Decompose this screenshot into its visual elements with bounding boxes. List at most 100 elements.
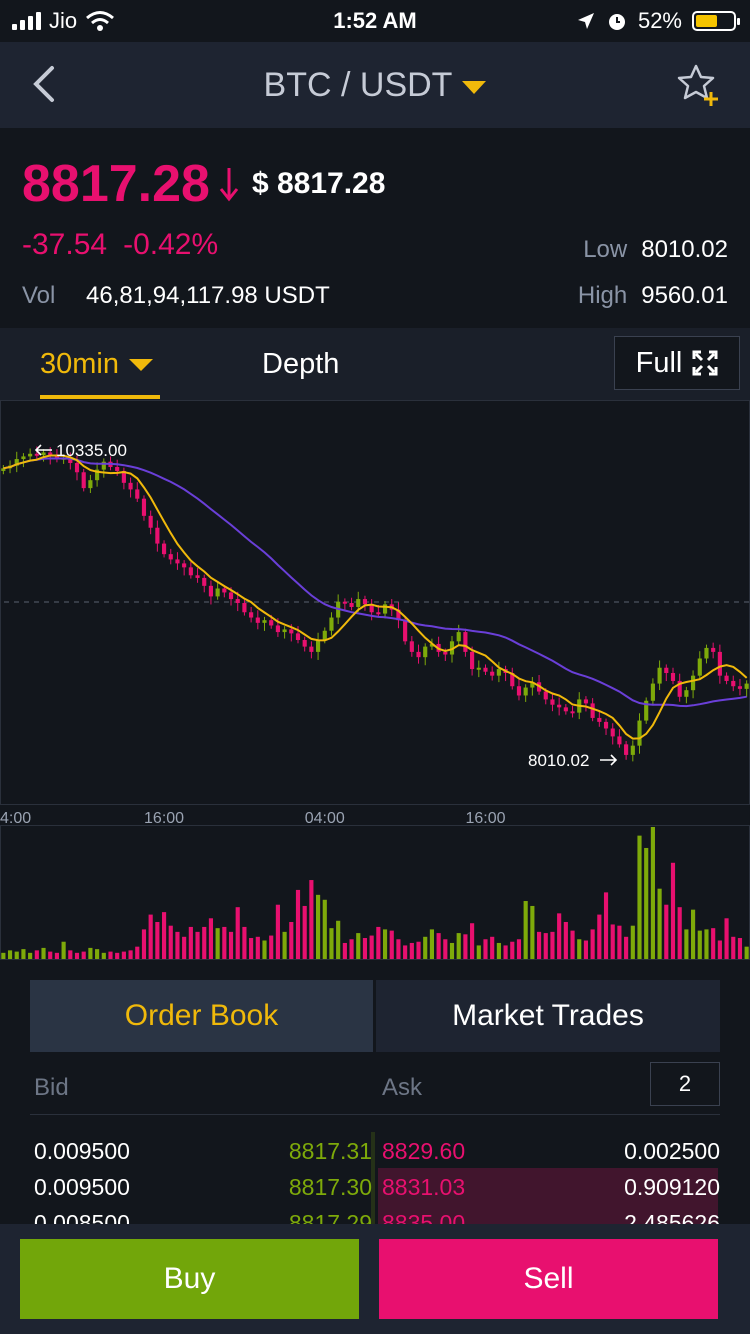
- bid-depth-bar: [371, 1168, 375, 1204]
- candle-body: [697, 658, 702, 676]
- volume-bar: [336, 920, 341, 959]
- order-book-row[interactable]: 0.009500 8817.30 8831.03 0.909120: [0, 1168, 750, 1204]
- chevron-left-icon[interactable]: [26, 62, 66, 106]
- decimal-depth-selector[interactable]: 2: [650, 1062, 720, 1106]
- volume-bar: [356, 933, 361, 959]
- volume-bar: [737, 938, 743, 959]
- candle-body: [155, 527, 160, 544]
- candle-body: [269, 620, 274, 626]
- candle-body: [275, 625, 280, 633]
- volume-bar: [121, 951, 126, 959]
- x-tick-label: 16:00: [465, 810, 505, 827]
- candle-body: [21, 456, 26, 460]
- candle-body: [423, 646, 428, 658]
- ask-price: 8831.03: [382, 1174, 466, 1200]
- volume-bar: [403, 945, 408, 959]
- volume-bar: [41, 947, 46, 959]
- volume-bar: [322, 899, 327, 959]
- candle-body: [376, 612, 381, 615]
- volume-bar: [88, 947, 93, 959]
- carrier-info: Jio: [12, 8, 115, 34]
- volume-bar: [490, 936, 495, 959]
- volume-bar: [215, 928, 220, 959]
- candle-body: [744, 683, 749, 689]
- volume-bar: [68, 950, 73, 959]
- candle-body: [496, 669, 501, 676]
- volume-bar: [168, 925, 173, 959]
- volume-bar: [255, 936, 260, 959]
- ask-quantity: 0.909120: [624, 1174, 720, 1200]
- pair-selector[interactable]: BTC / USDT: [0, 66, 750, 105]
- volume-bar: [570, 930, 575, 959]
- volume-bar: [309, 880, 314, 959]
- caret-down-icon: [129, 359, 153, 372]
- volume-pane-border: [0, 825, 750, 960]
- volume-bar: [677, 907, 682, 959]
- candle-body: [182, 563, 187, 568]
- candle-body: [583, 699, 589, 704]
- battery-percent: 52%: [637, 8, 682, 33]
- volume-bar: [724, 918, 729, 959]
- carrier-name: Jio: [49, 8, 78, 33]
- bid-quantity: 0.009500: [34, 1174, 130, 1200]
- candle-body: [731, 680, 736, 687]
- bid-quantity: 0.008500: [34, 1210, 130, 1224]
- wifi-icon: [86, 11, 115, 31]
- candle-body: [490, 671, 495, 676]
- volume-bar: [242, 926, 247, 959]
- volume-bar: [108, 951, 113, 959]
- low-value: 8010.02: [641, 236, 728, 263]
- volume-bar: [14, 951, 19, 959]
- sell-button[interactable]: Sell: [379, 1239, 718, 1319]
- candle-body: [403, 620, 408, 642]
- volume-bar: [362, 938, 368, 959]
- action-bar: Buy Sell: [0, 1224, 750, 1334]
- volume-bar: [202, 926, 207, 959]
- full-screen-button[interactable]: Full: [614, 336, 740, 390]
- order-book-row[interactable]: 0.009500 8817.31 8829.60 0.002500: [0, 1132, 750, 1168]
- order-book-header: Bid Ask 2: [0, 1062, 750, 1114]
- volume-bar: [597, 914, 602, 959]
- candle-body: [95, 469, 100, 481]
- volume-bar: [731, 936, 736, 959]
- candle-body: [208, 585, 214, 597]
- clock: 1:52 AM: [333, 8, 417, 33]
- chart-tabs: 30min Depth Full: [0, 328, 750, 400]
- order-book-rows: 0.009500 8817.31 8829.60 0.002500 0.0095…: [0, 1132, 750, 1224]
- volume-bar: [456, 933, 461, 959]
- volume-bar: [61, 941, 66, 959]
- volume-bar: [510, 941, 515, 959]
- signal-icon: [12, 12, 41, 30]
- volume-bar: [603, 892, 609, 959]
- candle-body: [717, 651, 722, 676]
- volume-bar: [262, 940, 267, 959]
- tab-market-trades[interactable]: Market Trades: [376, 980, 720, 1052]
- tab-interval[interactable]: 30min: [40, 348, 153, 381]
- expand-icon: [692, 350, 718, 376]
- candle-body: [530, 682, 535, 688]
- candle-body: [195, 575, 200, 578]
- volume-bar: [95, 949, 100, 959]
- volume-bar: [275, 904, 280, 959]
- volume-bar: [302, 905, 307, 959]
- volume-bar: [369, 935, 374, 959]
- candlestick-chart[interactable]: 4:00 16:00 04:00 16:00 10335.00 8010.02: [0, 400, 750, 960]
- volume-bar: [316, 894, 321, 959]
- volume-bar: [81, 951, 86, 959]
- star-plus-icon[interactable]: [676, 62, 722, 108]
- order-book-row[interactable]: 0.008500 8817.29 8835.00 2.485626: [0, 1204, 750, 1224]
- candle-body: [235, 599, 240, 604]
- volume-bar: [7, 950, 13, 959]
- low-label: Low: [583, 236, 628, 263]
- tab-order-book[interactable]: Order Book: [30, 980, 373, 1052]
- candle-body: [14, 459, 19, 466]
- candle-body: [121, 470, 126, 483]
- candle-body: [664, 667, 669, 674]
- buy-button[interactable]: Buy: [20, 1239, 359, 1319]
- tab-depth[interactable]: Depth: [262, 348, 340, 380]
- volume-bar: [516, 939, 522, 959]
- full-label: Full: [635, 346, 683, 379]
- candle-body: [202, 577, 207, 586]
- volume-bar: [21, 949, 26, 959]
- location-arrow-icon: [577, 13, 594, 29]
